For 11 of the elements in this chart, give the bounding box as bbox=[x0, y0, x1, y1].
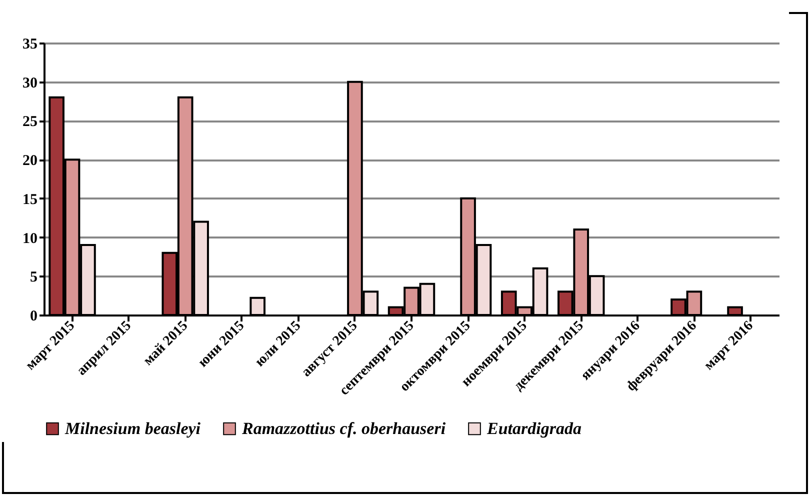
y-tick-label: 30 bbox=[22, 75, 38, 92]
y-tick-label: 5 bbox=[30, 270, 38, 286]
legend-label: Eutardigrada bbox=[486, 418, 582, 438]
y-tick-label: 20 bbox=[22, 153, 38, 170]
y-tick-label: 10 bbox=[22, 230, 38, 247]
legend-label: Ramazzottius cf. oberhauseri bbox=[241, 418, 446, 438]
legend-label: Milnesium beasleyi bbox=[64, 418, 201, 438]
y-tick-label: 15 bbox=[22, 192, 38, 208]
y-tick-label: 25 bbox=[22, 114, 38, 130]
y-tick-label: 0 bbox=[30, 308, 38, 324]
y-tick-label: 35 bbox=[22, 36, 38, 52]
